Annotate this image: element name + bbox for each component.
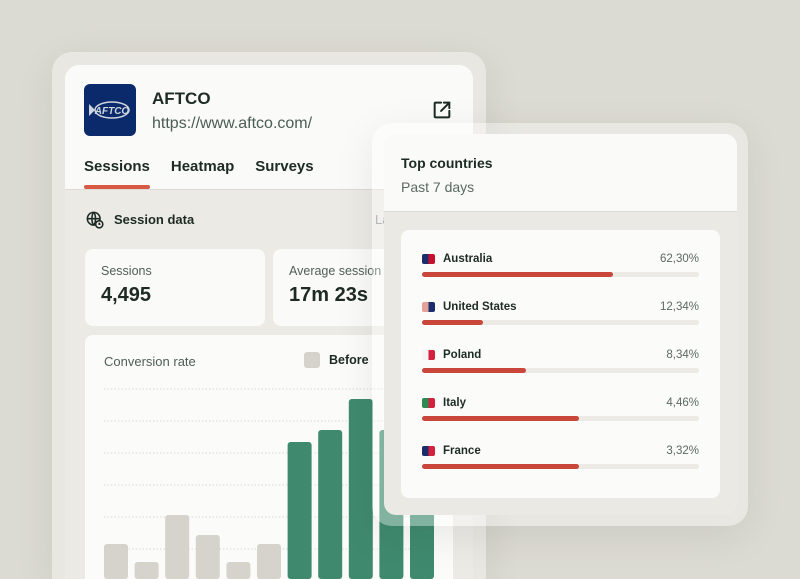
stat-label: Sessions — [101, 264, 152, 278]
chart-legend: Before — [304, 352, 369, 368]
country-row: Australia 62,30% — [422, 252, 699, 300]
country-percent: 62,30% — [659, 253, 699, 265]
country-bar-fill — [422, 416, 579, 421]
flag-icon — [422, 302, 435, 312]
legend-swatch-before — [304, 352, 320, 368]
session-data-title: Session data — [114, 212, 195, 227]
tab-heatmap[interactable]: Heatmap — [170, 158, 235, 175]
flag-icon — [422, 254, 435, 264]
country-name: Italy — [443, 397, 467, 409]
country-percent: 3,32% — [666, 445, 699, 457]
country-bar-fill — [422, 272, 614, 277]
bar-after — [287, 442, 312, 579]
country-list: Australia 62,30% United States 12,34% Poland… — [401, 230, 720, 498]
country-row: Italy 4,46% — [422, 396, 699, 444]
country-bar-track — [422, 416, 699, 421]
country-bar-track — [422, 368, 699, 373]
tab-surveys[interactable]: Surveys — [255, 158, 314, 175]
site-url[interactable]: https://www.aftco.com/ — [152, 115, 313, 132]
country-bar-track — [422, 320, 699, 325]
external-link-icon[interactable] — [431, 99, 453, 121]
svg-text:AFTCO: AFTCO — [94, 106, 130, 117]
country-bar-track — [422, 272, 699, 277]
site-name: AFTCO — [152, 89, 211, 108]
stat-value: 4,495 — [101, 284, 152, 306]
legend-label-before: Before — [329, 353, 369, 367]
country-name: Poland — [443, 349, 482, 361]
country-row: Poland 8,34% — [422, 348, 699, 396]
country-row: France 3,32% — [422, 444, 699, 492]
bar-after — [318, 430, 343, 579]
bar-before — [134, 562, 159, 579]
top-countries-card: Top countries Past 7 days Australia 62,30… — [384, 134, 737, 515]
site-logo: AFTCO — [84, 84, 136, 136]
country-percent: 8,34% — [666, 349, 699, 361]
country-bar-track — [422, 464, 699, 469]
flag-icon — [422, 398, 435, 408]
country-bar-fill — [422, 320, 483, 325]
bar-before — [165, 515, 190, 579]
bar-before — [226, 562, 251, 579]
top-countries-title: Top countries — [401, 155, 493, 171]
country-bar-fill — [422, 464, 579, 469]
bar-before — [257, 544, 281, 579]
country-name: France — [443, 445, 481, 457]
globe-clock-icon — [86, 211, 104, 229]
country-percent: 4,46% — [666, 397, 699, 409]
country-name: Australia — [443, 253, 493, 265]
chart-title: Conversion rate — [104, 354, 196, 369]
stat-value: 17m 23s — [289, 284, 368, 306]
country-percent: 12,34% — [659, 301, 699, 313]
stat-label: Average session — [289, 264, 382, 278]
bar-after — [348, 399, 373, 579]
session-data-heading: Session data — [85, 210, 194, 229]
country-row: United States 12,34% — [422, 300, 699, 348]
flag-icon — [422, 446, 435, 456]
country-bar-fill — [422, 368, 526, 373]
top-countries-period: Past 7 days — [401, 179, 475, 195]
bar-before — [195, 535, 220, 579]
tab-sessions[interactable]: Sessions — [84, 158, 150, 189]
bar-before — [104, 544, 128, 579]
country-name: United States — [443, 301, 517, 313]
stat-sessions: Sessions 4,495 — [85, 249, 265, 326]
flag-icon — [422, 350, 435, 360]
